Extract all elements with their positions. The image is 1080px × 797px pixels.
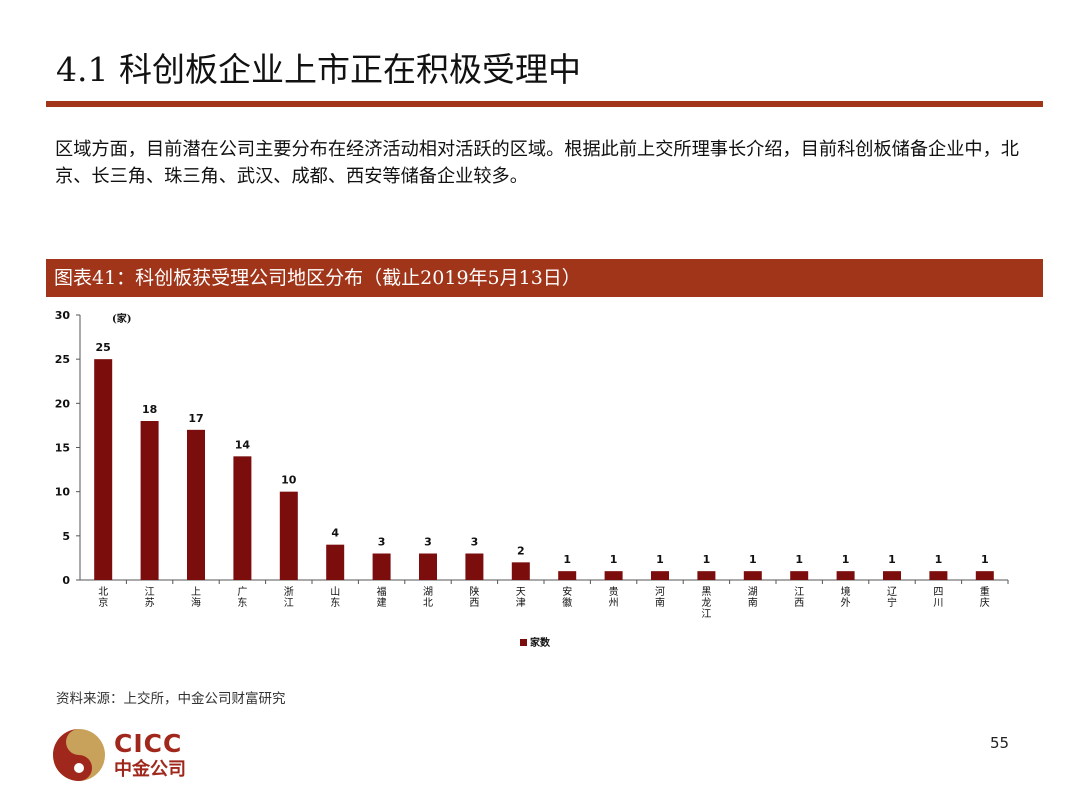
x-tick-label: 河南: [655, 586, 665, 609]
y-tick-label: 30: [55, 309, 71, 322]
data-label: 1: [610, 553, 618, 566]
bar-14: [697, 571, 716, 580]
y-tick-label: 25: [55, 353, 70, 366]
data-label: 1: [842, 553, 850, 566]
bar-5: [279, 491, 298, 580]
x-tick-label: 湖南: [748, 586, 758, 609]
x-tick-label: 重庆: [980, 585, 990, 609]
data-label: 1: [563, 553, 571, 566]
data-label: 17: [188, 412, 203, 425]
bar-19: [929, 571, 948, 580]
bar-16: [790, 571, 809, 580]
legend-swatch: [520, 639, 527, 646]
data-label: 1: [703, 553, 711, 566]
bar-1: [94, 359, 113, 580]
x-tick-label: 福建: [377, 585, 387, 609]
y-tick-label: 10: [55, 486, 71, 499]
x-tick-label: 北京: [98, 586, 108, 609]
cicc-logo-icon: [53, 729, 105, 781]
x-tick-label: 安徽: [562, 585, 572, 609]
x-tick-label: 广东: [237, 586, 247, 609]
x-tick-label: 境外: [841, 585, 851, 609]
bar-13: [651, 571, 669, 580]
y-tick-label: 5: [62, 530, 70, 543]
bar-10: [511, 562, 530, 580]
page-title: 4.1 科创板企业上市正在积极受理中: [56, 50, 581, 89]
bar-20: [975, 571, 994, 580]
bar-12: [604, 571, 623, 580]
x-tick-label: 江西: [794, 586, 804, 609]
x-tick-label: 江苏: [145, 586, 155, 609]
data-label: 14: [235, 438, 251, 451]
data-label: 1: [935, 553, 943, 566]
x-tick-label: 上海: [191, 586, 201, 609]
data-label: 4: [331, 527, 339, 540]
bar-4: [233, 456, 252, 580]
page-number: 55: [990, 734, 1010, 752]
x-tick-label: 湖北: [423, 586, 433, 609]
x-tick-label: 天津: [516, 587, 526, 609]
x-tick-label: 浙江: [284, 586, 294, 609]
data-label: 3: [471, 536, 479, 549]
y-tick-label: 15: [55, 442, 70, 455]
bar-8: [419, 553, 437, 580]
data-label: 2: [517, 544, 525, 557]
cicc-logo: CICC 中金公司: [48, 727, 198, 783]
bar-6: [326, 544, 345, 580]
legend-label: 家数: [530, 636, 551, 649]
figure-title: 图表41：科创板获受理公司地区分布（截止2019年5月13日）: [54, 267, 581, 289]
y-axis-unit-label: (家): [112, 312, 131, 325]
bar-18: [883, 571, 901, 580]
data-label: 18: [142, 403, 157, 416]
bar-2: [140, 421, 159, 580]
source-note: 资料来源：上交所，中金公司财富研究: [56, 691, 286, 707]
data-label: 3: [424, 536, 432, 549]
data-label: 1: [656, 553, 664, 566]
data-label: 1: [888, 553, 896, 566]
data-label: 25: [96, 341, 111, 354]
data-label: 3: [378, 536, 386, 549]
x-tick-label: 四川: [933, 587, 943, 609]
y-tick-label: 0: [62, 574, 70, 587]
logo-wordmark: CICC: [114, 729, 183, 758]
x-tick-label: 山东: [330, 586, 340, 609]
data-label: 10: [281, 474, 297, 487]
figure-title-bar: 图表41：科创板获受理公司地区分布（截止2019年5月13日）: [46, 259, 1043, 297]
x-tick-label: 黑龙江: [701, 586, 711, 620]
bar-7: [372, 553, 391, 580]
region-bar-chart: 0 5 10 15 20 25 30 (家) 25 北京 18 江苏 17 上海 14 广东 10 浙江 4 山东 3 福…: [55, 309, 1009, 649]
description-paragraph: 区域方面，目前潜在公司主要分布在经济活动相对活跃的区域。根据此前上交所理事长介绍…: [55, 139, 1019, 187]
x-tick-label: 陕西: [469, 585, 479, 609]
data-label: 1: [981, 553, 989, 566]
x-tick-label: 辽宁: [887, 586, 897, 609]
logo-chinese-name: 中金公司: [114, 759, 186, 780]
title-divider: [46, 101, 1043, 107]
bar-15: [743, 571, 762, 580]
bar-3: [187, 429, 205, 580]
data-label: 1: [749, 553, 757, 566]
bar-17: [836, 571, 855, 580]
bar-11: [558, 571, 577, 580]
bar-9: [465, 553, 484, 580]
data-label: 1: [795, 553, 803, 566]
x-tick-label: 贵州: [609, 585, 619, 609]
y-tick-label: 20: [55, 397, 71, 410]
